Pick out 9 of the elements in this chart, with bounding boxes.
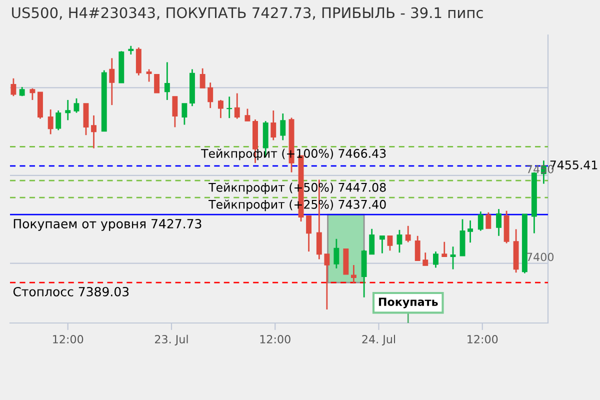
x-tick-label: 12:00	[260, 335, 290, 344]
x-tick-label: 24. Jul	[362, 334, 396, 346]
ref-line-label: Покупаем от уровня 7427.73	[14, 218, 202, 231]
annotation: Покупать	[378, 298, 438, 308]
chart-title: US500, H4#230343, ПОКУПАТЬ 7427.73, ПРИБЫЛЬ - 39.1 пипс	[12, 7, 483, 20]
x-tick-label: 12:00	[468, 335, 498, 344]
x-tick-label: 23. Jul	[154, 334, 188, 346]
x-tick-label: 12:00	[53, 335, 84, 344]
ref-line-label: Стоплосс 7389.03	[13, 286, 129, 296]
